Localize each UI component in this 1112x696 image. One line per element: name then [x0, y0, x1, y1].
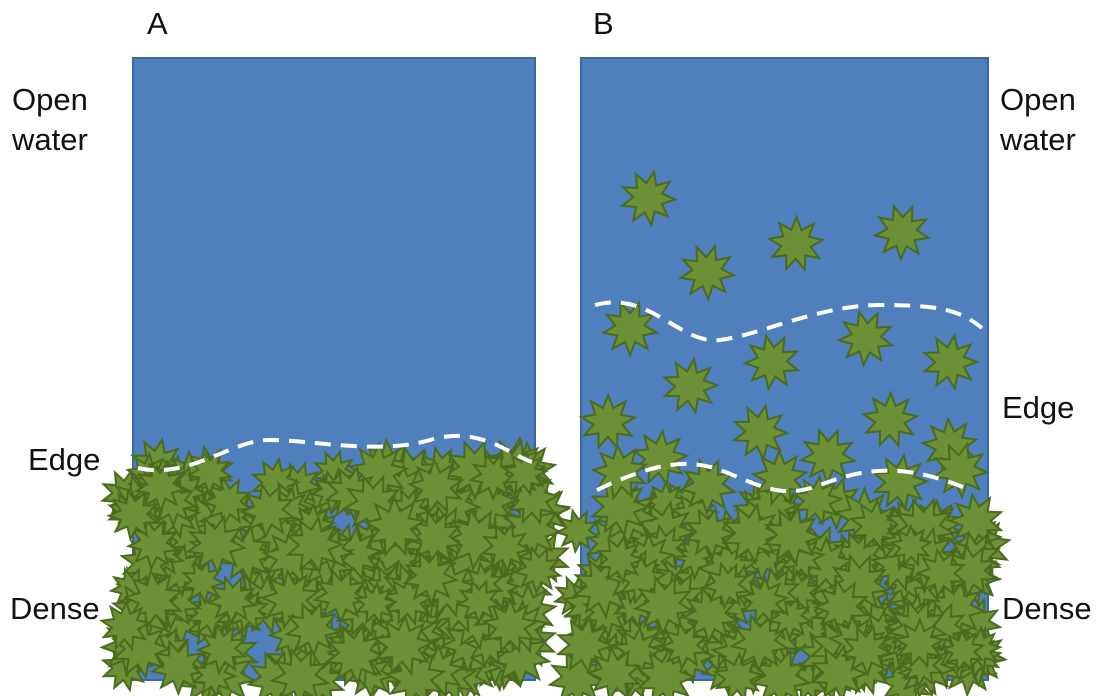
illustration [0, 0, 1112, 696]
zone-label: Open water [1000, 80, 1110, 160]
panel-label: B [593, 4, 614, 44]
zone-label: Dense [1002, 589, 1092, 629]
panel-label: A [147, 4, 168, 44]
zone-label: Open water [12, 80, 122, 160]
zone-label: Edge [28, 440, 100, 480]
zone-label: Edge [1002, 388, 1074, 428]
diagram: A B Open water Edge Dense Open water Edg… [0, 0, 1112, 696]
zone-label: Dense [10, 589, 100, 629]
